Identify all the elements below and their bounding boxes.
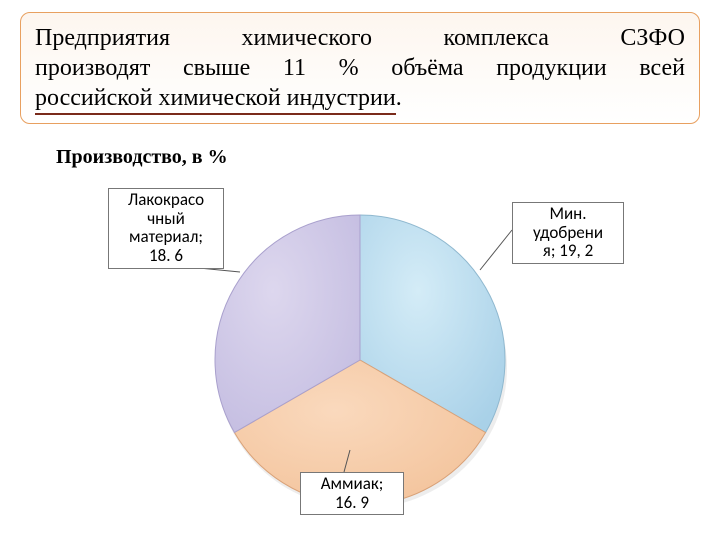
label-ammiak: Аммиак;16. 9 (300, 472, 404, 515)
label-lak: Лакокрасочныйматериал;18. 6 (108, 188, 224, 269)
chart-subtitle: Производство, в % (56, 146, 228, 169)
pie-chart: Лакокрасочныйматериал;18. 6 Мин.удобрени… (0, 170, 720, 540)
header-line-1: Предприятия химического комплекса СЗФО (35, 25, 685, 51)
header-line-3b: . (396, 85, 402, 111)
header-line-2: производят свыше 11 % объёма продукции в… (35, 55, 685, 81)
label-udobr: Мин.удобрения; 19, 2 (512, 202, 624, 264)
header-line-3a: российской химической индустрии (35, 83, 396, 115)
leader-udobr (480, 230, 512, 270)
header-box: Предприятия химического комплекса СЗФО п… (20, 12, 700, 124)
